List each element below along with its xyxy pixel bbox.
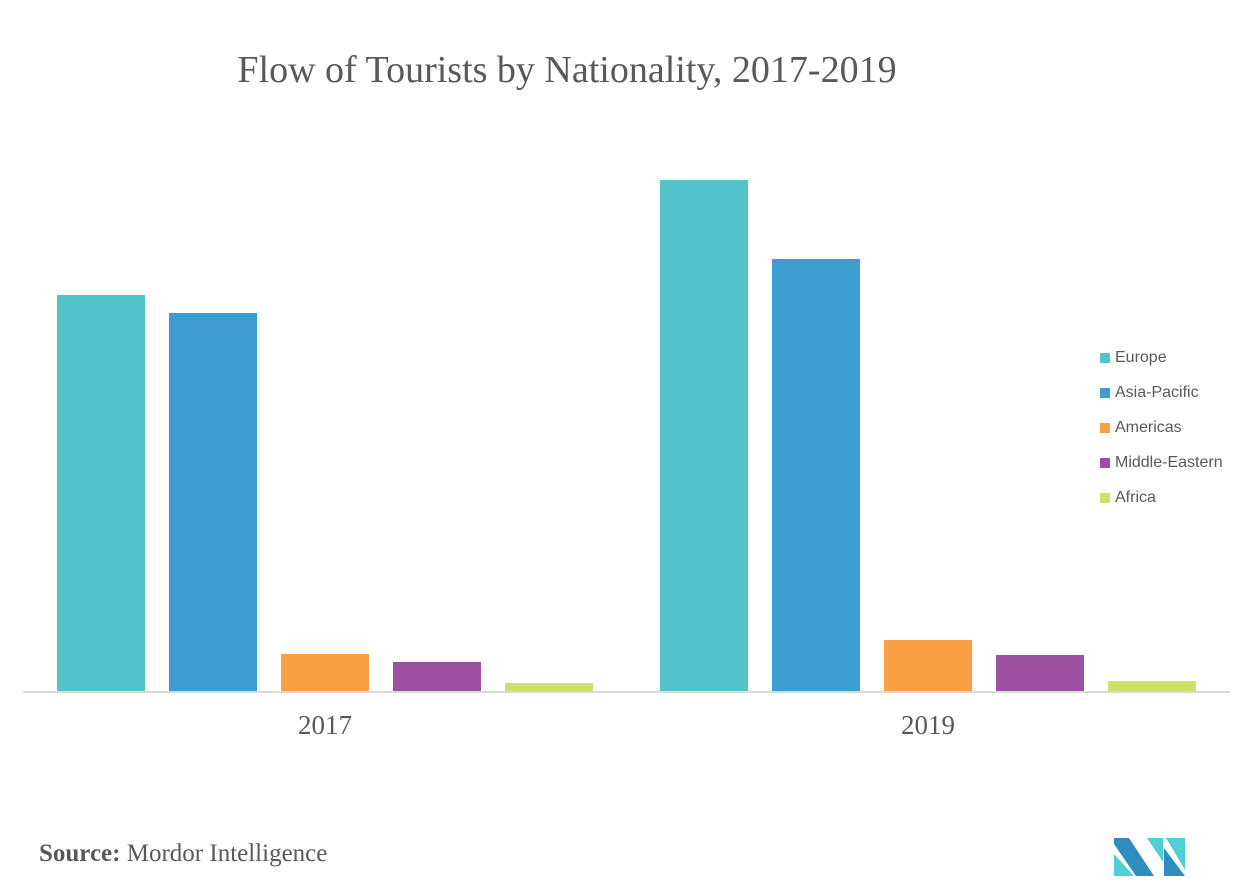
legend-item-africa: Africa [1100,480,1223,515]
legend-label-middle-eastern: Middle-Eastern [1115,453,1223,471]
bar-middle-eastern-2017 [393,662,481,691]
legend-swatch-americas [1100,422,1110,433]
legend-swatch-europe [1100,352,1110,363]
legend-item-asia-pacific: Asia-Pacific [1100,375,1223,410]
logo-shape-right-light [1166,838,1185,870]
legend-label-europe: Europe [1115,348,1167,366]
source-text: Mordor Intelligence [126,840,328,867]
logo-shape-mid-light [1147,838,1163,862]
bar-africa-2019 [1108,681,1196,691]
bar-americas-2017 [281,654,369,691]
bar-africa-2017 [505,683,593,691]
legend-label-asia-pacific: Asia-Pacific [1115,383,1199,401]
x-tick-labels: 2017 2019 [298,710,955,740]
legend-item-europe: Europe [1100,340,1223,375]
legend: Europe Asia-Pacific Americas Middle-Eastern… [1100,340,1223,515]
logo-shape-right-dark [1164,848,1185,876]
legend-item-middle-eastern: Middle-Eastern [1100,445,1223,480]
logo-shape-left-dark [1114,838,1154,876]
bar-middle-eastern-2019 [996,655,1084,691]
logo-shape-left-light [1114,854,1134,876]
legend-item-americas: Americas [1100,410,1223,445]
chart-title: Flow of Tourists by Nationality, 2017-20… [237,49,897,91]
mordor-intelligence-logo-icon [1114,838,1185,876]
legend-swatch-middle-eastern [1100,457,1110,468]
x-tick-label-2017: 2017 [298,710,352,740]
x-tick-label-2019: 2019 [901,710,955,740]
bar-asia-pacific-2019 [772,259,860,691]
source-note: Source: Mordor Intelligence [39,840,327,868]
legend-label-americas: Americas [1115,418,1182,436]
bar-americas-2019 [884,640,972,691]
legend-swatch-africa [1100,492,1110,503]
bar-asia-pacific-2017 [169,313,257,691]
bar-europe-2019 [660,180,748,691]
bar-europe-2017 [57,295,145,691]
source-label: Source: [39,840,121,867]
legend-swatch-asia-pacific [1100,387,1110,398]
bars-group [57,180,1196,691]
legend-label-africa: Africa [1115,488,1156,506]
